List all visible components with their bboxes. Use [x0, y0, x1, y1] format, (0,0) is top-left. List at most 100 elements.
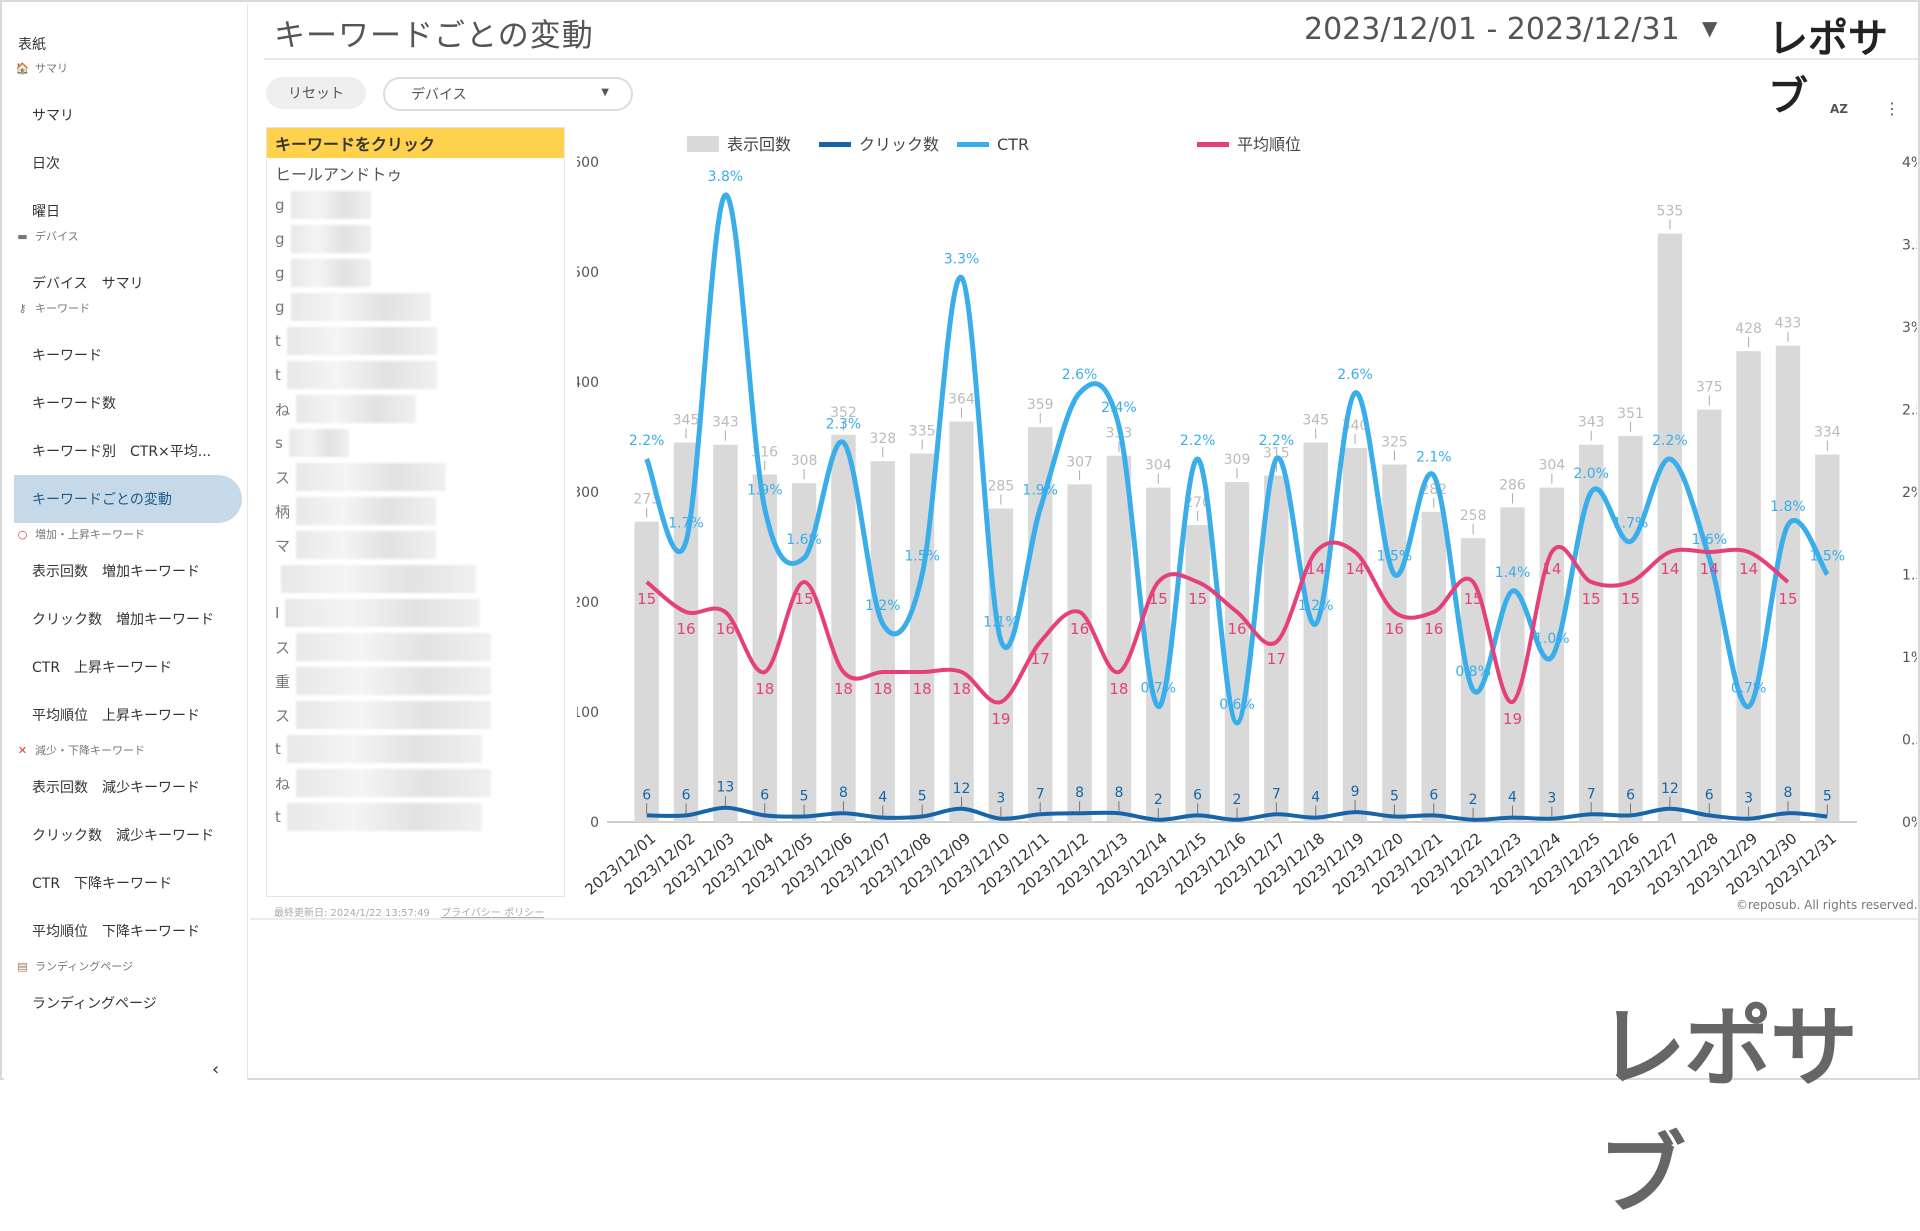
ctr-value-label: 1.4%: [1495, 565, 1531, 581]
keyword-row[interactable]: g: [267, 256, 564, 290]
device-filter-select[interactable]: デバイス ▼: [383, 77, 633, 111]
clicks-value-label: 12: [953, 781, 971, 797]
keyword-row[interactable]: ス: [267, 630, 564, 664]
ctr-value-label: 1.6%: [1691, 532, 1727, 548]
clicks-value-label: 8: [1114, 785, 1123, 801]
keyword-row[interactable]: マ: [267, 528, 564, 562]
rank-value-label: 18: [952, 680, 971, 698]
rank-value-label: 15: [637, 590, 656, 608]
bar-value-label: 351: [1617, 406, 1644, 422]
sidebar-item-ctr-up[interactable]: CTR 上昇キーワード: [32, 660, 173, 676]
sidebar-item-landing[interactable]: ランディングページ: [32, 996, 157, 1012]
more-options-icon[interactable]: ⋮: [1884, 99, 1900, 118]
keyword-row[interactable]: s: [267, 426, 564, 460]
keyword-row[interactable]: g: [267, 290, 564, 324]
sidebar-item-keyword-count[interactable]: キーワード数: [32, 396, 116, 412]
clicks-value-label: 8: [839, 785, 848, 801]
sidebar-item-cover[interactable]: 表紙: [18, 37, 46, 53]
keyword-row[interactable]: g: [267, 222, 564, 256]
clicks-value-label: 3: [996, 791, 1005, 807]
rank-value-label: 18: [1109, 680, 1128, 698]
clicks-value-label: 8: [1075, 785, 1084, 801]
sidebar-item-imp-up[interactable]: 表示回数 増加キーワード: [32, 564, 200, 580]
legend-label: クリック数: [859, 135, 939, 154]
ctr-value-label: 0.7%: [1731, 681, 1767, 697]
keyword-row[interactable]: t: [267, 358, 564, 392]
sidebar-item-click-down[interactable]: クリック数 減少キーワード: [32, 828, 214, 844]
sidebar-item-rank-down[interactable]: 平均順位 下降キーワード: [32, 924, 200, 940]
y-right-tick-label: 2.5%: [1902, 403, 1917, 419]
keyword-row[interactable]: I: [267, 596, 564, 630]
ctr-value-label: 2.6%: [1337, 367, 1373, 383]
collapse-sidebar-icon[interactable]: ‹: [212, 1059, 220, 1080]
keyword-row[interactable]: 重: [267, 664, 564, 698]
rank-value-label: 14: [1660, 560, 1679, 578]
sidebar-item-click-up[interactable]: クリック数 増加キーワード: [32, 612, 214, 628]
keyword-row-label: g: [275, 230, 285, 248]
keyword-trend-chart: 0 100 200 300 400 500 600 0% 0.5% 1% 1.5% 2% 2.5% 3% 3…: [577, 135, 1917, 899]
keyword-row[interactable]: ス: [267, 698, 564, 732]
clicks-value-label: 13: [716, 780, 734, 796]
clicks-value-label: 5: [800, 789, 809, 805]
bar-value-label: 375: [1696, 380, 1723, 396]
sidebar-item-ctr-down[interactable]: CTR 下降キーワード: [32, 876, 173, 892]
keyword-row[interactable]: t: [267, 732, 564, 766]
bar: [831, 434, 856, 822]
privacy-link[interactable]: プライバシー ポリシー: [441, 908, 545, 919]
keyword-row-label: ね: [275, 400, 291, 419]
keyword-row[interactable]: ヒールアンドトゥ: [275, 165, 403, 184]
ctr-value-label: 2.6%: [1062, 367, 1098, 383]
y-right-tick-label: 2%: [1902, 485, 1917, 501]
clicks-value-label: 7: [1587, 786, 1596, 802]
bar-value-label: 343: [712, 415, 739, 431]
sidebar-item-keyword-ctr[interactable]: キーワード別 CTR×平均...: [32, 444, 212, 460]
sidebar-item-keyword-change[interactable]: キーワードごとの変動: [14, 475, 242, 523]
date-range-picker[interactable]: 2023/12/01 - 2023/12/31: [1304, 12, 1680, 47]
keyword-row[interactable]: ね: [267, 392, 564, 426]
ctr-value-label: 2.2%: [629, 433, 665, 449]
ctr-value-label: 1.7%: [1613, 516, 1649, 532]
rank-value-label: 16: [1385, 620, 1404, 638]
sidebar-item-device-summary[interactable]: デバイス サマリ: [32, 276, 144, 292]
keyword-row[interactable]: [267, 562, 564, 596]
y-left-tick-label: 500: [577, 265, 599, 281]
bar: [1224, 482, 1250, 822]
keyword-row[interactable]: t: [267, 800, 564, 834]
clicks-value-label: 7: [1272, 786, 1281, 802]
bar-value-label: 273: [633, 492, 660, 508]
rank-value-label: 14: [1346, 560, 1365, 578]
sort-az-icon[interactable]: AZ: [1830, 102, 1848, 116]
sidebar-item-rank-up[interactable]: 平均順位 上昇キーワード: [32, 708, 200, 724]
brand-watermark-logo: レポサブ: [1598, 996, 1858, 1226]
rank-value-label: 16: [676, 620, 695, 638]
rank-value-label: 16: [1424, 620, 1443, 638]
footer-note: 最終更新日: 2024/1/22 13:57:49 プライバシー ポリシー: [274, 904, 544, 919]
clicks-value-label: 6: [1429, 787, 1438, 803]
reset-button[interactable]: リセット: [266, 77, 366, 109]
legend-swatch: [957, 142, 989, 147]
sidebar-item-summary[interactable]: サマリ: [32, 108, 74, 124]
legend-swatch: [819, 142, 851, 147]
sidebar-item-imp-down[interactable]: 表示回数 減少キーワード: [32, 780, 200, 796]
ctr-value-label: 2.4%: [1101, 400, 1137, 416]
keyword-row[interactable]: g: [267, 188, 564, 222]
bar-value-label: 304: [1145, 458, 1172, 474]
sidebar-item-keyword[interactable]: キーワード: [32, 348, 102, 364]
rank-value-label: 16: [716, 620, 735, 638]
series-line-ctr: [644, 192, 1830, 726]
section-label: キーワード: [35, 302, 90, 315]
bar: [1421, 511, 1446, 822]
keyword-row[interactable]: t: [267, 324, 564, 358]
blurred-keyword: [285, 599, 481, 627]
sidebar-item-weekday[interactable]: 曜日: [32, 204, 60, 220]
caret-down-icon[interactable]: ▼: [1702, 16, 1718, 40]
sidebar-item-daily[interactable]: 日次: [32, 156, 60, 172]
keyword-row[interactable]: ス: [267, 460, 564, 494]
keyword-row[interactable]: 柄: [267, 494, 564, 528]
keyword-row-label: g: [275, 196, 285, 214]
keyword-row[interactable]: ね: [267, 766, 564, 800]
legend-swatch: [1197, 142, 1229, 147]
last-updated: 最終更新日: 2024/1/22 13:57:49: [274, 908, 430, 919]
keyword-row-label: g: [275, 298, 285, 316]
clicks-value-label: 5: [918, 789, 927, 805]
